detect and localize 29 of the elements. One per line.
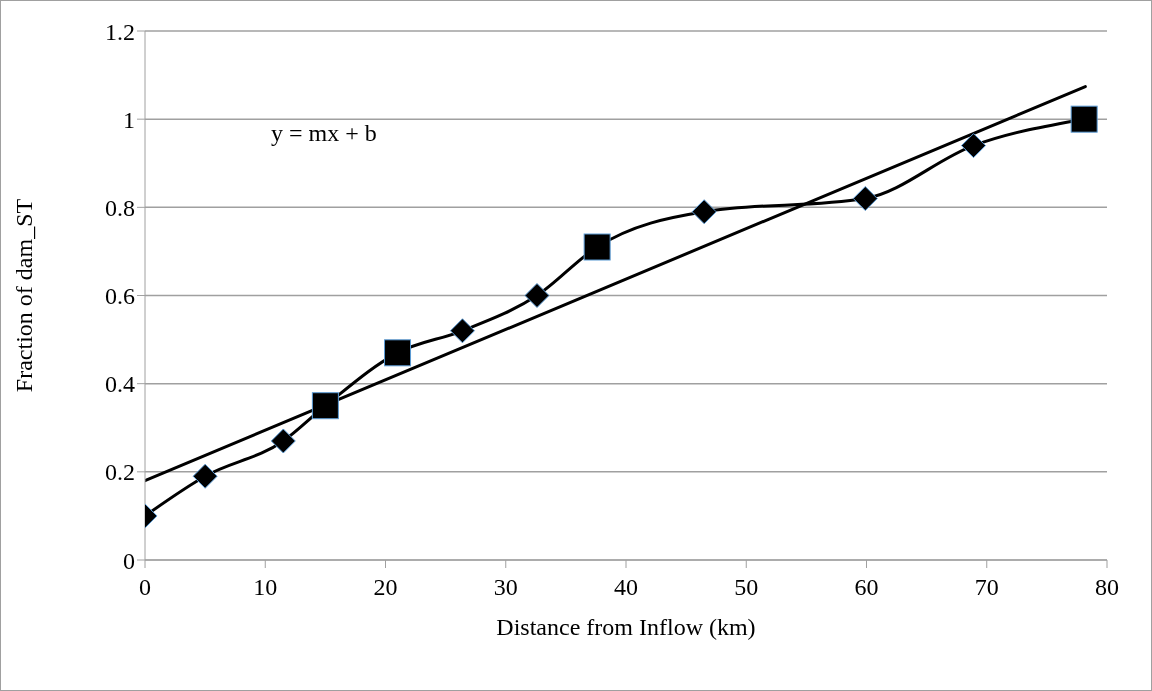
x-tick-label: 40: [614, 574, 638, 601]
x-tick-label: 10: [253, 574, 278, 601]
x-tick-label: 70: [974, 574, 999, 601]
x-tick-label: 60: [854, 574, 879, 601]
y-tick-label: 0.8: [105, 194, 135, 221]
x-tick-label: 80: [1095, 574, 1119, 601]
point: [311, 392, 339, 420]
point: [691, 199, 717, 225]
point: [852, 186, 878, 212]
y-tick-label: 1.2: [105, 18, 135, 45]
x-tick-label: 20: [373, 574, 398, 601]
point: [384, 339, 412, 367]
x-axis-title: Distance from Inflow (km): [496, 614, 756, 641]
y-tick-label: 1: [123, 106, 135, 133]
y-tick-label: 0.4: [105, 371, 135, 398]
y-tick-label: 0.6: [105, 283, 135, 310]
point: [270, 428, 296, 454]
y-tick-label: 0: [123, 547, 135, 574]
x-tick-label: 30: [493, 574, 518, 601]
point: [1070, 105, 1098, 133]
point: [192, 463, 218, 489]
point: [583, 233, 611, 261]
point: [961, 133, 987, 159]
annotation: y = mx + b: [271, 120, 377, 146]
point: [524, 283, 550, 308]
y-tick-label: 0.2: [105, 459, 135, 486]
x-tick-label: 50: [734, 574, 759, 601]
point: [449, 318, 475, 344]
y-axis-title: Fraction of dam_ST: [10, 198, 37, 393]
